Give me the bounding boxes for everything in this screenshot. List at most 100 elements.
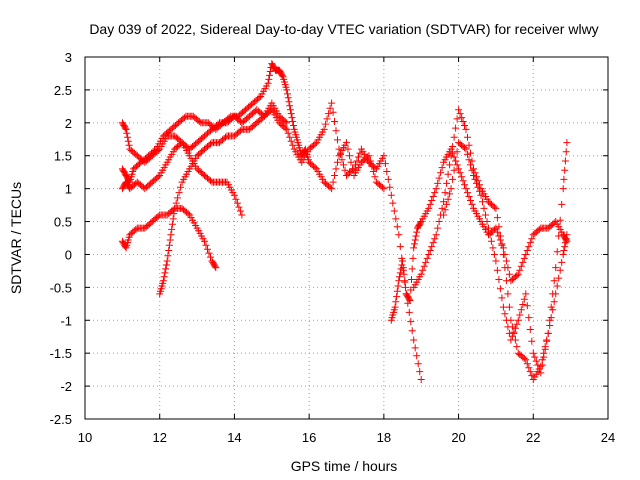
data-point xyxy=(467,149,474,157)
data-point xyxy=(561,243,569,251)
data-point xyxy=(287,110,295,118)
data-point xyxy=(432,231,440,239)
x-tick-label: 24 xyxy=(601,430,615,445)
data-point xyxy=(495,223,503,231)
data-point xyxy=(553,248,561,256)
data-point xyxy=(399,264,407,272)
data-point xyxy=(386,183,394,191)
data-point xyxy=(492,204,500,212)
data-point xyxy=(177,183,185,191)
data-point xyxy=(350,165,358,173)
data-point xyxy=(425,204,433,212)
data-point xyxy=(420,262,428,270)
data-point xyxy=(492,224,500,232)
data-point xyxy=(432,185,440,193)
data-point xyxy=(393,223,401,231)
data-point xyxy=(526,326,534,333)
x-tick-label: 10 xyxy=(78,430,92,445)
data-point xyxy=(230,191,238,199)
data-point xyxy=(392,298,400,306)
data-point xyxy=(563,139,571,147)
data-point xyxy=(284,129,292,137)
data-point xyxy=(462,125,470,133)
data-point xyxy=(393,293,401,301)
data-point xyxy=(490,203,498,211)
data-point xyxy=(174,194,182,202)
data-point xyxy=(456,169,464,177)
data-point xyxy=(499,251,507,258)
data-point xyxy=(431,235,439,243)
data-point xyxy=(168,220,176,228)
data-point xyxy=(543,337,551,345)
data-point xyxy=(207,253,214,261)
data-point xyxy=(166,236,174,244)
data-point xyxy=(449,143,457,150)
x-tick-label: 14 xyxy=(227,430,241,445)
data-point xyxy=(559,251,567,258)
data-point xyxy=(473,179,480,187)
data-point xyxy=(556,216,564,224)
data-point xyxy=(281,124,289,132)
data-point xyxy=(329,108,337,116)
data-point xyxy=(123,129,131,137)
data-point xyxy=(546,316,554,324)
data-point xyxy=(311,164,319,172)
data-point xyxy=(211,262,219,270)
data-point xyxy=(371,164,379,172)
data-point xyxy=(287,137,295,145)
y-tick-label: -1 xyxy=(60,313,72,328)
data-point xyxy=(132,225,140,233)
data-point xyxy=(499,303,507,311)
data-point xyxy=(464,150,471,158)
data-point xyxy=(429,239,437,247)
data-point xyxy=(259,114,267,122)
data-point xyxy=(435,174,443,182)
data-point xyxy=(355,153,362,161)
data-point xyxy=(160,273,168,281)
data-point xyxy=(416,368,424,376)
data-point xyxy=(428,243,436,251)
data-point xyxy=(207,140,214,148)
data-point xyxy=(283,119,291,127)
plot-frame xyxy=(84,56,609,420)
data-point xyxy=(514,270,522,278)
data-point xyxy=(446,190,454,198)
data-point xyxy=(207,177,214,185)
data-point xyxy=(236,207,244,215)
grid-lines xyxy=(85,57,608,419)
data-point xyxy=(417,270,425,278)
data-point xyxy=(550,277,558,285)
data-point xyxy=(501,264,509,272)
data-point xyxy=(434,224,442,232)
data-point xyxy=(170,210,178,218)
data-point xyxy=(346,152,353,160)
data-point xyxy=(322,120,330,128)
data-point xyxy=(331,172,338,179)
data-point xyxy=(365,152,373,160)
data-point xyxy=(498,294,506,302)
data-point xyxy=(417,376,425,383)
data-point xyxy=(202,241,210,249)
data-point xyxy=(559,185,567,193)
data-point xyxy=(266,71,273,79)
data-point xyxy=(560,175,568,183)
data-point xyxy=(449,175,457,183)
data-point xyxy=(490,251,498,258)
data-point xyxy=(343,139,350,147)
data-point xyxy=(459,177,467,185)
data-point xyxy=(514,316,522,324)
data-point xyxy=(525,314,533,322)
data-point xyxy=(396,273,403,281)
data-point xyxy=(232,195,240,203)
data-point xyxy=(347,158,355,166)
data-point xyxy=(541,345,549,353)
data-point xyxy=(264,79,272,87)
data-point xyxy=(558,200,566,208)
data-point xyxy=(429,193,437,200)
data-point xyxy=(502,257,510,265)
data-point xyxy=(513,320,521,328)
data-point xyxy=(392,215,400,223)
data-point xyxy=(468,166,476,174)
x-tick-label: 12 xyxy=(152,430,166,445)
data-point xyxy=(164,252,172,260)
